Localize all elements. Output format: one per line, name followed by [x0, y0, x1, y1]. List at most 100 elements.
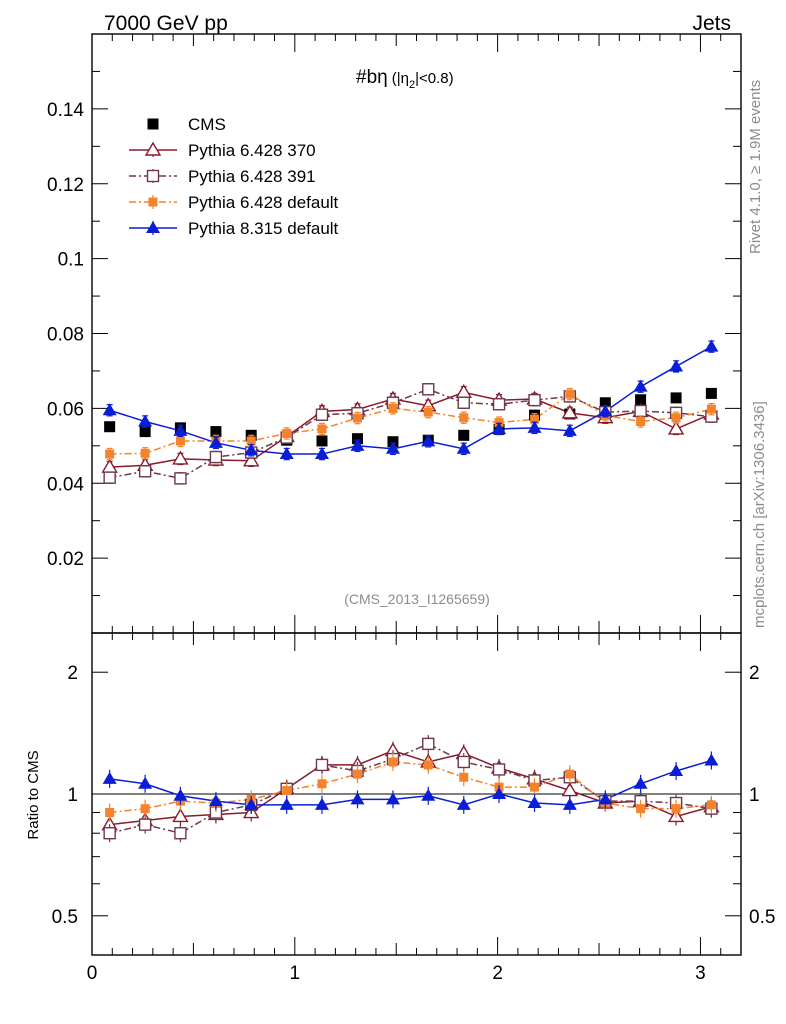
ratio-point: [140, 804, 150, 814]
x-tick-label: 2: [492, 963, 503, 984]
plot-title: #bη (|η2|<0.8): [356, 67, 454, 91]
data-point: [316, 435, 328, 447]
ratio-line: [109, 743, 712, 835]
data-point: [565, 389, 575, 399]
ratio-y-tick-label-right: 2: [749, 663, 760, 684]
legend-label: Pythia 8.315 default: [188, 219, 339, 238]
ratio-point: [102, 771, 117, 784]
ratio-y-tick-label: 0.5: [52, 907, 78, 928]
ratio-point: [671, 804, 681, 814]
data-point: [636, 416, 646, 426]
legend: CMS Pythia 6.428 370 Pythia 6.428 391 Pythi…: [129, 115, 339, 238]
y-tick-label: 0.06: [47, 399, 84, 420]
ratio-axis-ticks: 0.5 0.5 1 1 2 2: [52, 663, 775, 956]
y-tick-label: 0.02: [47, 549, 84, 570]
data-point: [421, 434, 436, 447]
data-point: [634, 404, 647, 418]
process-label: Jets: [692, 12, 731, 35]
data-point: [457, 396, 470, 409]
legend-marker: [148, 197, 158, 207]
data-point: [387, 436, 399, 448]
data-point: [105, 449, 115, 459]
analysis-label: (CMS_2013_I1265659): [344, 591, 490, 607]
data-point: [104, 421, 116, 433]
ratio-y-tick-label: 2: [67, 663, 78, 684]
data-point: [208, 435, 223, 448]
data-point: [102, 403, 117, 416]
data-point: [667, 420, 685, 435]
data-point: [456, 441, 471, 454]
data-point: [175, 436, 185, 446]
data-point: [492, 421, 507, 434]
data-point: [423, 407, 433, 417]
ratio-point: [492, 787, 507, 799]
data-point: [103, 471, 116, 484]
ratio-point: [422, 737, 435, 751]
data-point: [173, 423, 188, 436]
data-point: [633, 379, 648, 392]
legend-label: CMS: [188, 115, 226, 134]
data-point: [279, 447, 294, 460]
series-line: [109, 345, 712, 455]
data-point: [635, 394, 647, 406]
data-point: [388, 403, 398, 413]
main-series-group: [101, 339, 720, 485]
ratio-point: [636, 804, 646, 814]
data-point: [562, 423, 577, 436]
series-line: [109, 391, 712, 468]
data-point: [172, 450, 189, 465]
data-point: [705, 387, 717, 399]
ratio-point: [561, 782, 579, 797]
title-condition-end: |<0.8): [415, 70, 454, 87]
ratio-point: [669, 763, 684, 776]
ratio-point: [706, 800, 716, 810]
ratio-point: [208, 794, 223, 807]
ratio-point: [388, 757, 398, 767]
ratio-point: [527, 796, 542, 809]
data-point: [492, 398, 506, 411]
rivet-label: Rivet 4.1.0, ≥ 1.9M events: [747, 80, 764, 254]
mcplots-label: mcplots.cern.ch [arXiv:1306.3436]: [751, 401, 768, 628]
x-tick-label: 0: [87, 963, 98, 984]
ratio-y-tick-label-right: 1: [749, 785, 760, 806]
data-point: [530, 414, 540, 424]
data-point: [242, 452, 260, 467]
data-point: [174, 472, 187, 485]
ratio-point: [350, 792, 365, 805]
ratio-point: [598, 792, 613, 805]
ratio-point: [105, 808, 115, 818]
y-tick-label: 0.14: [47, 100, 84, 121]
data-point: [315, 408, 329, 421]
ratio-point: [314, 797, 329, 810]
ratio-point: [457, 755, 470, 769]
data-point: [350, 438, 365, 451]
data-point: [706, 404, 716, 414]
ratio-point: [279, 797, 294, 810]
ratio-point: [704, 753, 719, 766]
y-tick-label: 0.1: [58, 250, 84, 271]
ratio-y-tick-label-right: 0.5: [749, 907, 775, 928]
ratio-point: [530, 782, 540, 792]
ratio-point: [282, 786, 292, 796]
ratio-point: [103, 827, 116, 840]
ratio-series-group: [101, 734, 720, 843]
legend-marker: [146, 221, 160, 233]
data-point: [139, 426, 151, 438]
ratio-point: [174, 827, 187, 840]
data-point: [140, 448, 150, 458]
title-condition: (|η: [392, 70, 409, 87]
x-tick-label: 3: [695, 963, 706, 984]
data-point: [352, 413, 362, 423]
ratio-point: [456, 797, 471, 810]
title-subscript: 2: [409, 79, 415, 91]
data-point: [528, 393, 541, 407]
legend-label: Pythia 6.428 391: [188, 167, 316, 186]
ratio-point: [385, 792, 400, 805]
ratio-point: [492, 763, 506, 776]
legend-marker: [146, 169, 160, 183]
ratio-point: [423, 760, 433, 770]
ratio-line: [109, 749, 712, 826]
ratio-point: [244, 797, 259, 810]
legend-label: Pythia 6.428 default: [188, 193, 339, 212]
